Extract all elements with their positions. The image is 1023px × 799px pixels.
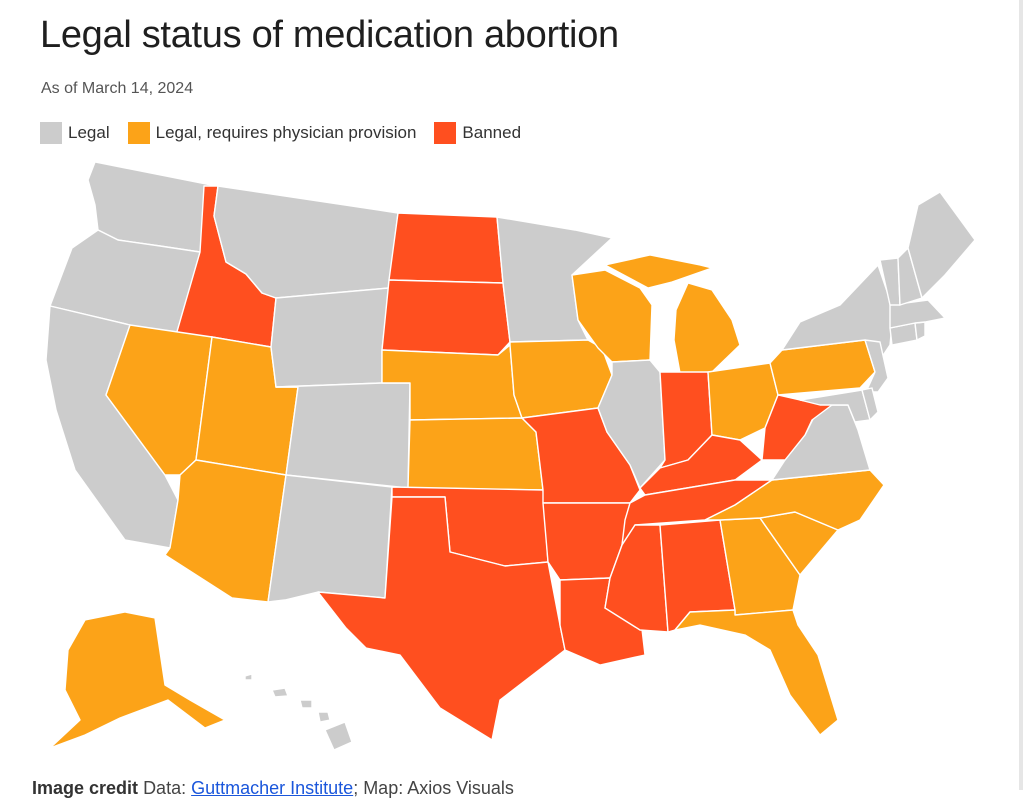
credit-label: Image credit [32, 778, 139, 798]
state-AK[interactable] [49, 611, 226, 749]
legend-swatch-legal [40, 122, 62, 144]
state-CO[interactable] [275, 382, 411, 489]
state-TX[interactable] [317, 496, 566, 741]
legend-swatch-physician [127, 122, 150, 144]
subtitle-date: As of March 14, 2024 [41, 80, 194, 97]
state-RI[interactable] [914, 321, 926, 341]
state-IL[interactable] [597, 359, 666, 489]
legend: Legal Legal, requires physician provisio… [40, 122, 539, 144]
state-AZ[interactable] [164, 459, 287, 603]
image-credit: Image credit Data: Guttmacher Institute;… [32, 778, 514, 799]
legend-label-legal: Legal [68, 123, 110, 142]
legend-item-physician: Legal, requires physician provision [127, 122, 417, 144]
state-MA[interactable] [889, 299, 946, 329]
page-title: Legal status of medication abortion [40, 14, 619, 56]
credit-prefix: Data: [143, 778, 187, 798]
state-NM[interactable] [267, 474, 393, 603]
state-ND[interactable] [388, 212, 504, 284]
state-KS[interactable] [407, 417, 544, 491]
state-DE[interactable] [861, 387, 879, 421]
legend-item-banned: Banned [434, 122, 521, 144]
state-MS[interactable] [604, 524, 669, 633]
state-ME[interactable] [907, 191, 976, 299]
legend-item-legal: Legal [40, 122, 110, 144]
state-HI[interactable] [244, 673, 353, 751]
us-state-map [45, 161, 976, 751]
state-WY[interactable] [270, 287, 390, 388]
state-NJ[interactable] [864, 339, 889, 393]
state-SD[interactable] [381, 279, 511, 356]
state-WV[interactable] [761, 394, 833, 461]
legend-label-banned: Banned [462, 123, 522, 142]
state-IA[interactable] [509, 339, 613, 419]
legend-swatch-banned [434, 122, 457, 144]
credit-source-link[interactable]: Guttmacher Institute [191, 778, 354, 798]
frame-edge [1019, 0, 1023, 790]
credit-suffix: ; Map: Axios Visuals [353, 778, 514, 798]
state-FL[interactable] [674, 609, 839, 736]
legend-label-physician: Legal, requires physician provision [155, 123, 417, 142]
